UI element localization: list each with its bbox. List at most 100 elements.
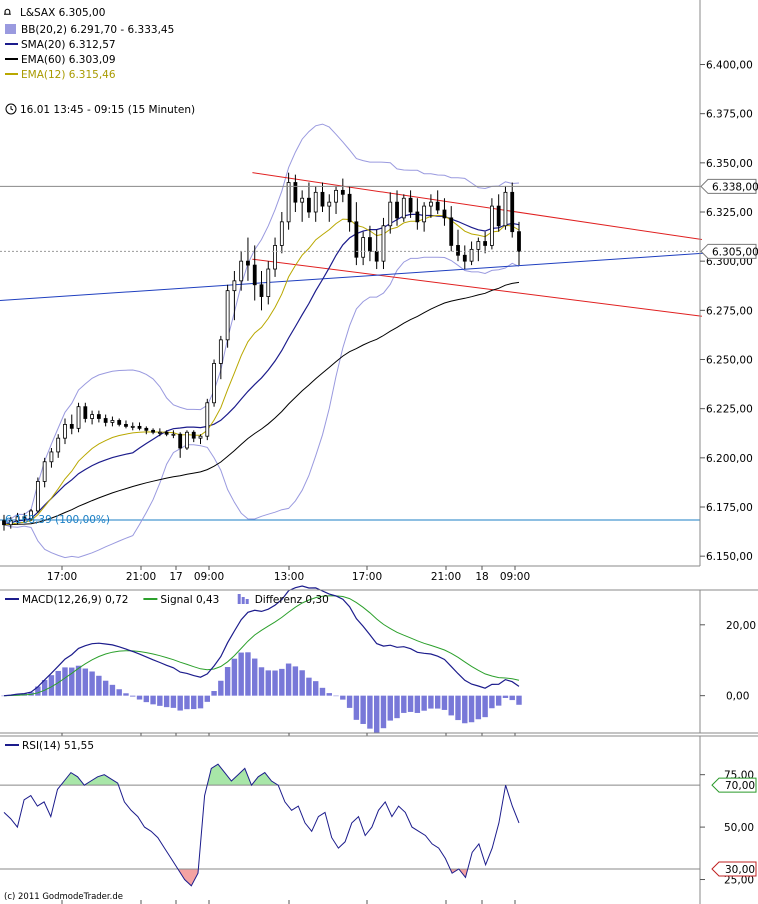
period-label: 16.01 13:45 - 09:15 (15 Minuten) — [20, 104, 195, 116]
macd-bar — [14, 693, 21, 696]
candle-body — [273, 245, 277, 270]
macd-bar — [353, 695, 360, 720]
macd-bar — [265, 670, 271, 696]
macd-bar — [89, 671, 95, 696]
clock-icon — [5, 103, 17, 115]
macd-bar — [102, 680, 109, 696]
candle-body — [415, 211, 420, 223]
price-tick-label: 6.200,00 — [706, 453, 753, 465]
legend-label: Differenz 0,30 — [255, 594, 329, 606]
macd-bar — [197, 695, 204, 709]
candle-body — [503, 191, 508, 227]
candle-body — [279, 221, 284, 246]
time-tick-label: 13:00 — [274, 571, 304, 583]
macd-bar — [489, 695, 495, 709]
candle-body — [361, 237, 366, 258]
legend-swatch — [5, 24, 16, 34]
macd-bar — [421, 695, 427, 711]
price-tick-label: 6.175,00 — [706, 502, 753, 514]
price-panel: 6.150,00 6.175,00 6.200,00 6.225,00 6.250,00… — [0, 0, 758, 583]
macd-bar — [252, 658, 258, 696]
macd-bar — [1, 695, 7, 697]
macd-bar — [96, 675, 102, 696]
price-tick-label: 6.400,00 — [706, 60, 753, 72]
macd-bar — [407, 695, 414, 712]
macd-bar — [340, 695, 346, 700]
rsi-level-label: 30,00 — [725, 864, 755, 876]
candle-body — [408, 197, 413, 213]
macd-axis: 0,00 20,00 — [0, 589, 758, 736]
copyright: (c) 2011 GodmodeTrader.de — [4, 892, 123, 902]
candle-body — [83, 406, 88, 419]
candle-body — [76, 406, 81, 429]
price-marker-box — [700, 178, 757, 194]
candle-body — [191, 431, 196, 439]
macd-bar — [360, 695, 366, 724]
price-tick-label: 6.300,00 — [706, 256, 753, 268]
price-tick-label: 6.350,00 — [706, 158, 753, 170]
macd-bar — [380, 695, 387, 729]
candle-body — [42, 461, 47, 482]
macd-panel: 0,00 20,00 MACD(12,26,9) 0,72 Signal 0,43 D… — [0, 585, 758, 736]
candle-body — [496, 205, 501, 227]
macd-bar — [502, 695, 509, 698]
macd-bar — [75, 665, 82, 696]
macd-bar — [116, 689, 122, 696]
macd-tick-label: 0,00 — [726, 691, 749, 703]
candle-body — [429, 201, 433, 207]
macd-bar — [333, 695, 339, 697]
candle-body — [449, 217, 454, 246]
time-tick-label: 17 — [169, 571, 182, 583]
candle-body — [56, 437, 61, 453]
rsi-line — [3, 763, 520, 887]
candle-body — [334, 189, 338, 203]
candle-body — [8, 520, 13, 526]
macd-bar — [123, 693, 129, 696]
candle-body — [388, 201, 393, 227]
price-markers: 6.338,00 6.305,00 — [0, 178, 758, 259]
rsi-tick-label: 25,00 — [724, 875, 754, 887]
candle-body — [29, 510, 34, 520]
time-tick-label: 21:00 — [126, 571, 156, 583]
candle-body — [63, 423, 67, 439]
macd-bar — [468, 695, 475, 723]
ema60-line — [3, 281, 520, 526]
ema12-line — [3, 214, 520, 526]
macd-bar — [150, 695, 156, 705]
candle-body — [422, 205, 427, 223]
bb-upper — [3, 123, 520, 526]
macd-bar — [401, 695, 407, 713]
candle-body — [327, 201, 332, 207]
reference-line-label: 6.168,39 (100,00%) — [5, 514, 110, 526]
bollinger-bands — [3, 123, 520, 559]
candle-body — [266, 268, 271, 297]
macd-bar — [482, 695, 488, 718]
candle-body — [368, 237, 372, 252]
candle-body — [374, 250, 379, 262]
legend-label: EMA(12) 6.315,46 — [21, 69, 116, 81]
macd-bar — [462, 695, 468, 724]
candle-body — [381, 225, 386, 262]
macd-bar — [157, 695, 163, 706]
candle-body — [347, 193, 352, 223]
macd-bar — [109, 684, 116, 696]
rsi-legend: RSI(14) 51,55 — [5, 740, 94, 752]
candle-body — [320, 191, 325, 207]
macd-bar — [367, 695, 373, 729]
candle-body — [171, 433, 176, 436]
candle-body — [164, 431, 169, 435]
macd-bar — [394, 695, 400, 719]
bb-lower — [3, 256, 520, 559]
macd-bar — [224, 667, 231, 696]
macd-line — [3, 585, 520, 697]
clock-hands — [10, 106, 14, 111]
macd-bar — [346, 695, 353, 708]
macd-bar — [516, 695, 522, 705]
candle-body — [15, 516, 20, 522]
candle-body — [286, 182, 291, 223]
legend-label: SMA(20) 6.312,57 — [21, 39, 116, 51]
macd-bar — [434, 695, 441, 709]
legend-swatch — [237, 594, 241, 604]
candle-body — [69, 423, 74, 429]
candle-body — [259, 284, 264, 297]
